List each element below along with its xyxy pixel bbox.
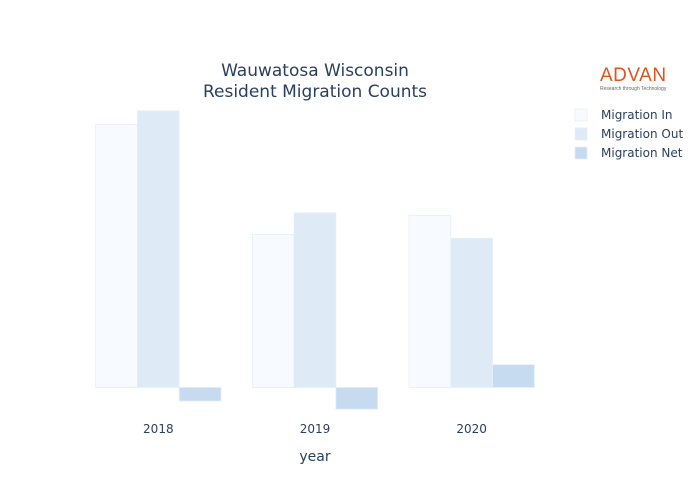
logo-wordmark: ADVAN: [600, 65, 667, 86]
legend-label: Migration In: [601, 108, 673, 122]
chart-title-line-2: Resident Migration Counts: [203, 82, 427, 102]
bar-migration-in-2019[interactable]: [251, 234, 295, 388]
bar-migration-net-2019[interactable]: [335, 387, 379, 410]
legend-item-migration-in[interactable]: Migration In: [574, 108, 673, 122]
legend-swatch: [574, 108, 588, 122]
x-tick-label: 2019: [300, 422, 331, 436]
bar-migration-out-2019[interactable]: [293, 212, 337, 388]
logo-tagline: Research through Technology: [600, 86, 667, 92]
bar-migration-net-2018[interactable]: [178, 387, 222, 402]
bar-migration-net-2020[interactable]: [492, 364, 535, 388]
legend: Migration In Migration Out Migration Net: [574, 108, 683, 160]
x-tick-labels: 2018 2019 2020: [143, 422, 487, 436]
x-tick-label: 2018: [143, 422, 174, 436]
bar-migration-in-2020[interactable]: [408, 215, 452, 388]
legend-swatch: [574, 146, 588, 160]
bar-migration-in-2018[interactable]: [95, 124, 138, 388]
x-axis-title: year: [299, 449, 330, 465]
x-tick-label: 2020: [456, 422, 487, 436]
bar-migration-out-2018[interactable]: [137, 110, 180, 388]
legend-label: Migration Out: [601, 127, 683, 141]
legend-swatch: [574, 127, 588, 141]
advan-logo: ADVAN Research through Technology: [600, 65, 672, 93]
bar-group: [95, 110, 535, 410]
legend-item-migration-out[interactable]: Migration Out: [574, 127, 683, 141]
bar-migration-out-2020[interactable]: [450, 237, 493, 388]
chart-title-line-1: Wauwatosa Wisconsin: [221, 61, 409, 81]
legend-item-migration-net[interactable]: Migration Net: [574, 146, 683, 160]
legend-label: Migration Net: [601, 146, 683, 160]
